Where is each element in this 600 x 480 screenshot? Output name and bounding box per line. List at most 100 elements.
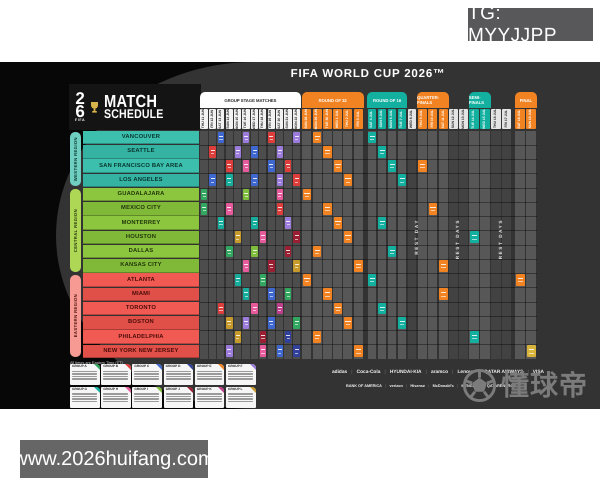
grid-column bbox=[397, 130, 407, 359]
match-cell bbox=[285, 288, 292, 301]
region-label: CENTRAL REGION bbox=[73, 208, 78, 252]
match-cell bbox=[354, 345, 363, 358]
legend-team-row bbox=[196, 378, 222, 380]
date-header-cell: TUE 16 JUN bbox=[242, 109, 250, 129]
match-cell bbox=[378, 145, 387, 158]
match-cell bbox=[276, 145, 283, 158]
date-header-cell: THU 2 JUL bbox=[343, 109, 353, 129]
dark-stage: FIFA WORLD CUP 2026™ 2 6 FIFA MATCH SCHE… bbox=[0, 62, 600, 409]
date-label: SAT 13 JUN bbox=[218, 109, 223, 129]
group-color-corner bbox=[155, 386, 162, 393]
sponsor-separator: | bbox=[457, 384, 459, 388]
match-cell bbox=[469, 231, 479, 244]
sponsor-separator: | bbox=[428, 384, 430, 388]
sponsor-logo: QATARENERGY bbox=[486, 384, 516, 388]
grid-row-line bbox=[200, 216, 537, 217]
grid-column bbox=[526, 130, 537, 359]
date-header-cell: TUE 30 JUN bbox=[322, 109, 332, 129]
legend-team-row bbox=[228, 400, 254, 403]
grid-column bbox=[208, 130, 216, 359]
match-cell bbox=[302, 188, 312, 201]
grid-column bbox=[469, 130, 480, 359]
match-cell bbox=[268, 160, 275, 172]
grid-column bbox=[417, 130, 427, 359]
grid-row-line bbox=[200, 144, 537, 146]
sponsor-logo: McDonald's bbox=[432, 384, 454, 388]
match-cell bbox=[226, 160, 233, 172]
grid-column bbox=[217, 130, 225, 359]
match-cell bbox=[368, 274, 377, 286]
city-cell: GUADALAJARA bbox=[83, 187, 199, 202]
match-cell bbox=[398, 174, 407, 187]
grid-row-line bbox=[200, 258, 537, 260]
date-label: SAT 18 JUL bbox=[517, 109, 522, 129]
match-cell bbox=[209, 174, 216, 187]
grid-column bbox=[480, 130, 491, 359]
sponsor-logo: BANK OF AMERICA bbox=[346, 384, 382, 388]
match-cell bbox=[333, 302, 342, 315]
group-color-corner bbox=[249, 386, 256, 393]
match-cell bbox=[388, 160, 397, 172]
sponsor-logo: Coca-Cola bbox=[356, 370, 381, 375]
match-cell bbox=[428, 202, 438, 215]
group-color-corner bbox=[155, 364, 162, 370]
date-header-cell: WED 17 JUN bbox=[250, 109, 258, 129]
legend-team-row bbox=[134, 373, 160, 375]
match-cell bbox=[243, 259, 250, 272]
sponsor-logo: adidas bbox=[332, 370, 348, 375]
grid-row-line bbox=[200, 230, 537, 232]
legend-team-row bbox=[103, 398, 129, 400]
group-legend-box: GROUP F bbox=[226, 364, 256, 385]
wordmark-line-1: MATCH bbox=[104, 91, 158, 112]
sponsor-logo: MENGNIU bbox=[461, 384, 480, 388]
legend-team-row bbox=[134, 375, 160, 378]
legend-team-row bbox=[134, 395, 160, 398]
match-cell bbox=[293, 316, 300, 329]
match-cell bbox=[354, 259, 363, 272]
group-legend-label: GROUP A bbox=[70, 364, 100, 370]
legend-team-row bbox=[103, 395, 129, 398]
legend-team-row bbox=[196, 393, 222, 395]
date-header-cell: FRI 10 JUL bbox=[428, 109, 438, 129]
date-header-cell: FRI 19 JUN bbox=[267, 109, 275, 129]
legend-team-row bbox=[196, 395, 222, 398]
sponsor-logo: Hisense bbox=[410, 384, 425, 388]
telegram-contact-badge: TG: MYYJJPP bbox=[468, 3, 593, 46]
match-cell bbox=[259, 345, 267, 358]
rest-day-note: REST DAYS bbox=[497, 218, 503, 259]
group-legend-box: GROUP H bbox=[101, 386, 131, 408]
group-color-corner bbox=[124, 386, 131, 393]
date-header-cell: MON 22 JUN bbox=[292, 109, 300, 129]
match-cell bbox=[234, 231, 241, 244]
phase-band-label: ROUND OF 32 bbox=[318, 97, 347, 103]
sponsor-logo: Lenovo bbox=[457, 370, 475, 375]
legend-team-row bbox=[228, 373, 254, 375]
timezone-note: All times are Eastern Time (ET) bbox=[70, 361, 123, 365]
logo-digit-6: 6 bbox=[75, 102, 85, 122]
dongqiudi-ball-icon bbox=[462, 368, 497, 403]
legend-team-row bbox=[196, 370, 222, 373]
grid-row-line bbox=[200, 315, 537, 317]
date-label: TUE 30 JUN bbox=[324, 109, 329, 129]
date-header-cell: MON 29 JUN bbox=[312, 108, 322, 130]
match-cell bbox=[217, 217, 225, 229]
dongqiudi-watermark: 懂球帝 bbox=[461, 367, 588, 404]
legend-team-row bbox=[134, 398, 160, 400]
grid-row-line bbox=[200, 344, 537, 346]
city-cell: SEATTLE bbox=[83, 145, 199, 159]
match-cell bbox=[285, 245, 292, 258]
match-cell bbox=[217, 302, 225, 315]
date-label: SUN 12 JUL bbox=[450, 109, 455, 129]
group-legend-box: GROUP I bbox=[132, 386, 162, 408]
date-label: MON 29 JUN bbox=[314, 108, 319, 130]
city-cell: MONTERREY bbox=[83, 216, 199, 230]
match-cell bbox=[293, 174, 300, 187]
legend-team-row bbox=[165, 370, 191, 373]
date-header-cell: SUN 19 JUL bbox=[526, 109, 537, 129]
match-cell bbox=[333, 217, 342, 229]
legend-team-row bbox=[72, 398, 98, 400]
grid-column bbox=[353, 130, 363, 359]
legend-team-row bbox=[72, 375, 98, 378]
date-header-cell: SAT 20 JUN bbox=[276, 109, 284, 129]
group-legend-label: GROUP F bbox=[226, 364, 256, 370]
